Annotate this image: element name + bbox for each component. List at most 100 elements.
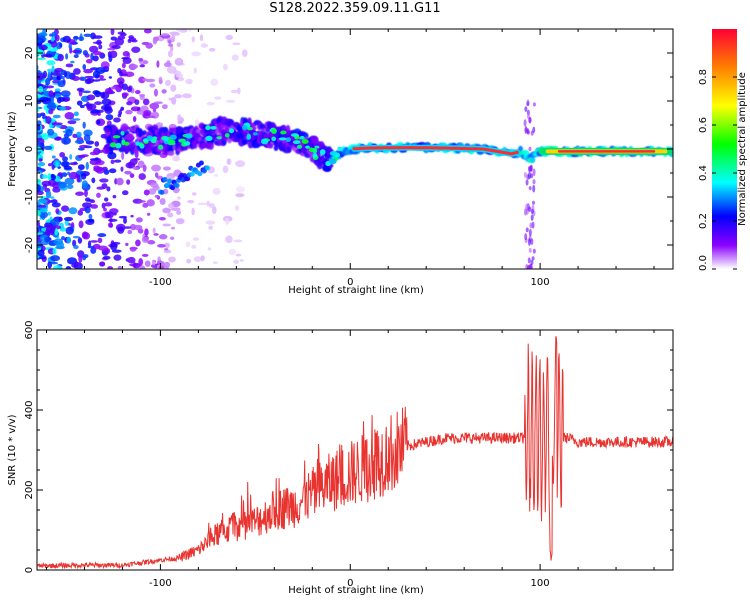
- spectrogram-speckle: [142, 78, 148, 82]
- spectrogram-blob: [180, 146, 189, 151]
- spectrogram-speckle: [144, 260, 151, 267]
- spectrogram-speckle: [37, 178, 42, 185]
- spectrogram-blob: [124, 130, 130, 135]
- spectrogram-speckle: [38, 256, 47, 260]
- spectrogram-speckle: [156, 175, 163, 180]
- spectrogram-speckle: [60, 90, 71, 97]
- spectrogram-speckle: [529, 165, 533, 173]
- spectrogram-blob: [125, 133, 134, 141]
- spectrogram-speckle: [208, 203, 215, 209]
- spectrogram-hotspot: [205, 135, 213, 141]
- spectrogram-speckle: [47, 128, 55, 136]
- spectrogram-speckle: [40, 214, 45, 218]
- spectrogram-speckle: [51, 31, 57, 36]
- spectrogram-speckle: [103, 197, 109, 202]
- spectrogram-speckle: [97, 237, 103, 244]
- spectrogram-speckle: [65, 53, 69, 60]
- spectrogram-speckle: [63, 216, 74, 222]
- spectrogram-hotspot: [305, 145, 310, 149]
- spectrogram-speckle: [92, 51, 102, 56]
- spectrogram-speckle: [139, 64, 146, 68]
- spectrogram-speckle: [194, 119, 200, 127]
- spectrogram-speckle: [175, 73, 183, 79]
- spectrogram-speckle: [121, 152, 125, 160]
- spectrogram-hotspot: [278, 137, 287, 141]
- spectrogram-speckle: [99, 178, 109, 183]
- spectrogram-speckle: [141, 236, 149, 243]
- spectrogram-blob: [197, 171, 203, 177]
- spectrogram-speckle: [48, 108, 54, 115]
- spectrogram-speckle: [138, 173, 146, 181]
- spectrogram-speckle: [66, 236, 72, 244]
- spectrogram-speckle: [126, 179, 131, 185]
- spectrogram-hotspot: [205, 125, 211, 131]
- spectrogram-speckle: [123, 226, 132, 229]
- spectrogram-speckle: [152, 108, 157, 113]
- spectrogram-speckle: [53, 265, 63, 269]
- spectrogram-speckle: [193, 256, 202, 263]
- spectrogram-speckle: [72, 49, 82, 54]
- spectrogram-blob: [167, 150, 175, 156]
- spectrogram-speckle: [212, 187, 221, 195]
- spectrogram-speckle: [84, 78, 94, 82]
- spectrogram-speckle: [235, 253, 242, 257]
- spectrogram-ytick-label: -20: [24, 237, 35, 253]
- colorbar-tick-label: 0.8: [698, 69, 709, 85]
- spectrogram-speckle: [61, 172, 68, 178]
- spectrogram-speckle: [528, 146, 532, 152]
- spectrogram-speckle: [107, 266, 113, 269]
- spectrogram-speckle: [37, 209, 41, 217]
- spectrogram-speckle: [70, 222, 75, 229]
- spectrogram-speckle: [166, 65, 177, 74]
- spectrogram-speckle: [78, 36, 85, 42]
- spectrogram-blob: [189, 171, 195, 177]
- spectrogram-speckle: [47, 68, 53, 73]
- spectrogram-speckle: [159, 197, 166, 206]
- spectrogram-speckle: [214, 173, 219, 177]
- spectrogram-blob: [167, 178, 173, 184]
- spectrogram-speckle: [125, 109, 133, 115]
- spectrogram-hotspot: [110, 142, 117, 148]
- spectrogram-speckle: [118, 109, 123, 116]
- spectrogram-speckle: [231, 54, 239, 61]
- spectrogram-speckle: [151, 164, 162, 172]
- spectrogram-speckle: [141, 253, 149, 257]
- spectrogram-speckle: [132, 115, 137, 123]
- spectrogram-speckle: [73, 35, 79, 41]
- spectrogram-speckle: [61, 236, 65, 241]
- spectrogram-speckle: [207, 247, 212, 251]
- spectrogram-speckle: [225, 235, 233, 244]
- spectrogram-speckle: [113, 254, 122, 261]
- spectrogram-speckle: [168, 97, 174, 101]
- spectrogram-speckle: [160, 33, 170, 37]
- spectrogram-hotspot: [135, 141, 141, 146]
- spectrogram-speckle: [81, 180, 88, 189]
- spectrogram-speckle: [43, 53, 53, 58]
- spectrogram-speckle: [59, 152, 66, 158]
- spectrogram-speckle: [142, 98, 150, 106]
- spectrogram-speckle: [526, 99, 530, 106]
- spectrogram-speckle: [528, 117, 532, 124]
- spectrogram-speckle: [104, 106, 113, 114]
- spectrogram-speckle: [181, 93, 192, 99]
- spectrogram-speckle: [89, 151, 98, 156]
- spectrogram-speckle: [37, 57, 47, 60]
- spectrogram-speckle: [96, 192, 101, 198]
- spectrogram-speckle: [153, 233, 159, 236]
- spectrogram-speckle: [156, 60, 160, 68]
- spectrogram-speckle: [54, 88, 61, 93]
- spectrogram-speckle: [102, 255, 111, 260]
- spectrogram-speckle: [108, 168, 117, 174]
- spectrogram-speckle: [80, 76, 87, 81]
- spectrogram-speckle: [528, 247, 532, 253]
- spectrogram-speckle: [152, 227, 156, 234]
- spectrogram-speckle: [54, 34, 60, 42]
- spectrogram-speckle: [154, 194, 160, 198]
- spectrogram-speckle: [54, 67, 64, 73]
- spectrogram-hotspot: [260, 138, 269, 145]
- spectrogram-speckle: [210, 78, 219, 86]
- spectrogram-speckle: [108, 218, 118, 222]
- spectrogram-speckle: [208, 47, 216, 52]
- spectrogram-speckle: [109, 50, 118, 59]
- spectrogram-hotspot: [112, 135, 121, 139]
